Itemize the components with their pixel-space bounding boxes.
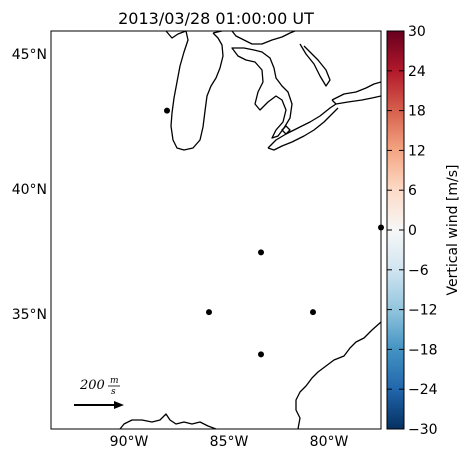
- colorbar-tick-label: 24: [408, 64, 426, 80]
- colorbar-tick-label: −12: [408, 303, 438, 319]
- colorbar: 30 24 18 12 6 0 −6 −12 −18 −24 −30 Vertical wind […: [386, 24, 461, 438]
- georgian-bay-outline: [299, 43, 331, 87]
- station-marker: [310, 309, 316, 316]
- lake-ontario-outline: [331, 81, 381, 105]
- station-marker: [206, 309, 212, 316]
- reference-arrow-value: 200: [79, 378, 105, 393]
- station-marker: [164, 107, 170, 114]
- coastlines: [119, 31, 381, 429]
- reference-arrow-unit-den: s: [111, 387, 116, 397]
- colorbar-tick-label: −18: [408, 342, 438, 358]
- reference-arrow-unit-num: m: [110, 376, 119, 386]
- colorbar-tick-label: 30: [408, 24, 426, 40]
- colorbar-tick-label: −30: [408, 422, 438, 438]
- atlantic-coast-outline: [295, 321, 381, 429]
- colorbar-tick-label: 6: [408, 183, 417, 199]
- lat-label-45: 45°N: [12, 47, 47, 63]
- lon-label-85: 85°W: [210, 434, 249, 450]
- lon-label-90: 90°W: [110, 434, 149, 450]
- lake-st-clair-outline: [281, 125, 291, 135]
- lake-michigan-outline: [170, 31, 224, 151]
- station-markers: [164, 107, 384, 358]
- colorbar-tick-label: −6: [408, 263, 429, 279]
- colorbar-tick-label: 12: [408, 143, 426, 159]
- colorbar-ticks: 30 24 18 12 6 0 −6 −12 −18 −24 −30: [387, 24, 438, 438]
- lake-huron-outline: [231, 47, 293, 139]
- colorbar-label: Vertical wind [m/s]: [445, 165, 461, 296]
- lon-label-80: 80°W: [310, 434, 349, 450]
- station-marker: [258, 249, 264, 256]
- gulf-coast-outline: [119, 413, 217, 429]
- reference-arrow: 200 m s: [74, 376, 124, 409]
- station-marker: [378, 224, 384, 231]
- station-marker: [258, 351, 264, 358]
- colorbar-tick-label: 0: [408, 223, 417, 239]
- colorbar-tick-label: 18: [408, 104, 426, 120]
- map-panel: 200 m s: [50, 30, 384, 430]
- lat-label-35: 35°N: [12, 307, 47, 323]
- lat-label-40: 40°N: [12, 182, 47, 198]
- lake-erie-outline: [267, 103, 339, 151]
- map-title: 2013/03/28 01:00:00 UT: [118, 9, 314, 28]
- colorbar-tick-label: −24: [408, 382, 438, 398]
